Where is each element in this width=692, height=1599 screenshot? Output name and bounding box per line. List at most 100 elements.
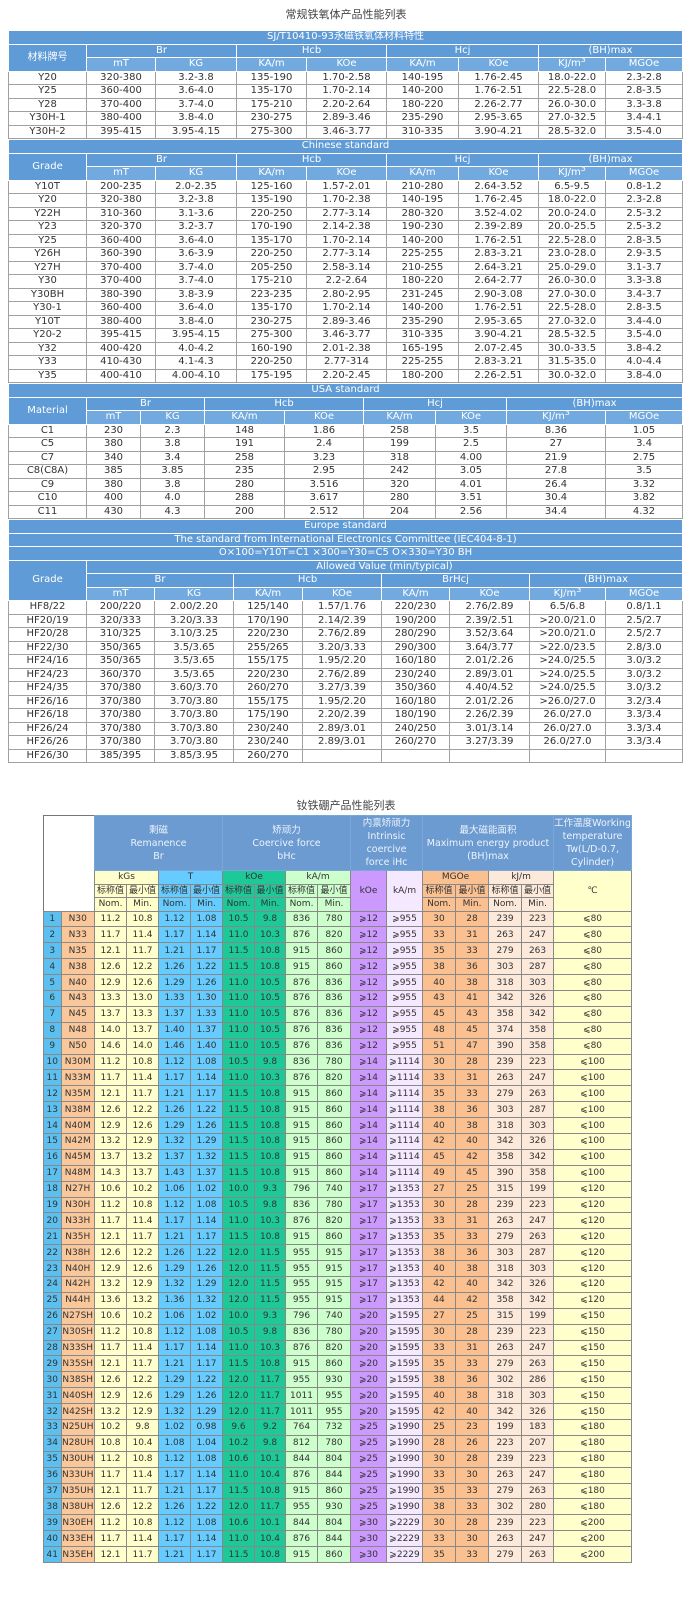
bhc-kam-nom-cell: 812 <box>285 1434 318 1452</box>
value-cell: 1.95/2.20 <box>302 694 382 709</box>
value-cell: 400 <box>86 491 141 506</box>
br-kgs-nom-cell: 11.2 <box>94 1323 127 1341</box>
value-cell: 205-250 <box>236 260 307 275</box>
ferrite-page-title: 常规铁氧体产品性能列表 <box>285 8 407 21</box>
value-cell: 3.20/3.33 <box>154 613 234 628</box>
header-working-temperature: 工作温度Working temperature Tw(L/D-0.7, Cylinde… <box>553 815 633 871</box>
bhmax-mgoe-nom-cell: 27 <box>422 1307 457 1325</box>
br-kgs-min-cell: 10.8 <box>126 910 159 928</box>
bhmax-kjm-nom-cell: 279 <box>488 942 523 960</box>
bhc-kam-min-cell: 860 <box>316 1546 352 1564</box>
value-cell: 360-400 <box>86 301 156 316</box>
br-t-nom-cell: 1.12 <box>158 910 191 928</box>
br-t-min-cell: 1.17 <box>190 942 223 960</box>
table-row: Y27H 370-400 3.7-4.0 205-250 2.58-3.14 210-25… <box>8 260 684 275</box>
br-t-min-cell: 1.14 <box>190 926 223 944</box>
value-cell: 2.14/2.39 <box>302 613 382 628</box>
bhmax-kjm-nom-cell: 239 <box>488 1053 523 1071</box>
europe-standard-table: Europe standard The standard from Intern… <box>7 519 684 763</box>
bhc-koe-nom-cell: 10.5 <box>222 910 255 928</box>
chinese-standard-table: Chinese standard Grade Br Hcb Hcj (BH)ma… <box>7 139 684 383</box>
bhmax-kjm-nom-cell: 318 <box>488 1260 523 1277</box>
bhmax-mgoe-min-cell: 28 <box>455 1514 490 1532</box>
working-temp-cell: ⩽80 <box>553 942 633 960</box>
br-kgs-min-cell: 10.8 <box>126 1323 159 1341</box>
value-cell: 430 <box>86 504 141 519</box>
table-row: C7 340 3.4 258 3.23 318 4.00 21.9 2.75 <box>8 450 684 465</box>
ihc-kam-cell: ⩾2229 <box>386 1514 424 1532</box>
grade-cell: N33H <box>60 1212 95 1230</box>
bhc-kam-nom-cell: 915 <box>285 1132 318 1150</box>
bhmax-kjm-nom-cell: 223 <box>488 1434 523 1452</box>
table-row: Y33 410-430 4.1-4.3 220-250 2.77-314 225-255 2… <box>8 355 684 370</box>
bhc-kam-min-cell: 836 <box>316 974 352 991</box>
ihc-kam-cell: ⩾1114 <box>386 1101 424 1119</box>
value-cell: 1.76-2.45 <box>458 70 539 85</box>
br-t-min-cell: 1.08 <box>190 1323 223 1341</box>
grade-cell: N25UH <box>60 1419 95 1436</box>
value-cell: 18.0-22.0 <box>538 193 606 208</box>
br-kgs-nom-cell: 12.9 <box>94 974 127 991</box>
bhmax-kjm-nom-cell: 263 <box>488 1339 523 1357</box>
bhc-kam-min-cell: 915 <box>316 1291 352 1309</box>
ihc-koe-cell: ⩾17 <box>350 1275 388 1293</box>
bhc-koe-min-cell: 9.2 <box>254 1419 286 1436</box>
bhmax-kjm-min-cell: 342 <box>521 1005 555 1023</box>
value-cell: 2.76/2.89 <box>302 627 382 642</box>
unit-header-koe: KOe <box>284 410 364 425</box>
br-t-min-cell: 1.17 <box>190 1546 223 1564</box>
group-header-hcj: Hcj <box>386 43 539 58</box>
table-row: HF26/16 370/380 3.70/3.80 155/175 1.95/2.20 1… <box>8 694 684 709</box>
header-intrinsic-coercive-force: 内禀矫顽力 Intrinsic coercive force iHc <box>350 815 424 871</box>
table-row: 27 N30SH 11.2 10.8 1.12 1.08 10.5 9.8 836 780 ⩾20 ⩾… <box>43 1323 633 1341</box>
row-number-cell: 11 <box>43 1069 62 1087</box>
ihc-koe-cell: ⩾12 <box>350 910 388 928</box>
ihc-koe-cell: ⩾14 <box>350 1053 388 1071</box>
grade-cell: Y30-1 <box>8 301 87 316</box>
bhmax-mgoe-nom-cell: 27 <box>422 1180 457 1198</box>
value-cell: 25.0-29.0 <box>538 260 606 275</box>
bhc-koe-nom-cell: 11.0 <box>222 1339 255 1357</box>
bhmax-mgoe-nom-cell: 30 <box>422 1196 457 1214</box>
row-number-cell: 39 <box>43 1514 62 1532</box>
bhmax-mgoe-min-cell: 33 <box>455 1355 490 1373</box>
br-t-nom-cell: 1.12 <box>158 1323 191 1341</box>
value-cell: 310/325 <box>86 627 155 642</box>
value-cell: 3.7-4.0 <box>155 260 237 275</box>
br-t-nom-cell: 1.17 <box>158 1212 191 1230</box>
value-cell: 3.8-3.9 <box>155 287 237 302</box>
ihc-kam-cell: ⩾955 <box>386 958 424 976</box>
bhc-kam-min-cell: 836 <box>316 989 352 1007</box>
group-header-hcj: Hcj <box>363 396 507 411</box>
bhmax-mgoe-nom-cell: 35 <box>422 942 457 960</box>
value-cell: 6.5-9.5 <box>538 179 606 194</box>
value-cell: 3.70/3.80 <box>154 694 234 709</box>
bhc-kam-nom-cell: 876 <box>285 1466 318 1484</box>
bhmax-mgoe-min-cell: 30 <box>455 1530 490 1548</box>
grade-cell: N30H <box>60 1196 95 1214</box>
grade-cell: N33SH <box>60 1339 95 1357</box>
unit-header-kjm: KJ/m3 <box>538 57 606 72</box>
value-cell: 0.8-1.2 <box>604 179 684 194</box>
table-row: 37 N35UH 12.1 11.7 1.21 1.17 11.5 10.8 915 860 ⩾25… <box>43 1482 633 1500</box>
bhmax-mgoe-min-cell: 40 <box>455 1275 490 1293</box>
bhc-koe-min-cell: 11.7 <box>254 1371 286 1389</box>
value-cell: 230-275 <box>236 314 307 329</box>
bhmax-mgoe-min-cell: 31 <box>455 1069 490 1087</box>
value-cell: 3.1-3.7 <box>604 260 684 275</box>
bhc-kam-min-cell: 804 <box>316 1450 352 1468</box>
value-cell: 155/175 <box>233 694 303 709</box>
ihc-koe-cell: ⩾20 <box>350 1307 388 1325</box>
ihc-kam-cell: ⩾1114 <box>386 1117 424 1134</box>
value-cell: 140-200 <box>386 84 459 99</box>
bhc-kam-nom-cell: 844 <box>285 1514 318 1532</box>
value-cell: 380-400 <box>86 314 156 329</box>
br-kgs-nom-cell: 13.2 <box>94 1275 127 1293</box>
bhmax-kjm-nom-cell: 342 <box>488 1132 523 1150</box>
br-t-min-cell: 1.08 <box>190 910 223 928</box>
value-cell: 2.64-2.77 <box>458 274 539 289</box>
table-row: HF24/16 350/365 3.5/3.65 155/175 1.95/2.20 16… <box>8 654 684 669</box>
nominal-label-cn: 标称值 <box>422 883 457 898</box>
value-cell: 230-275 <box>236 111 307 126</box>
ihc-koe-cell: ⩾12 <box>350 1005 388 1023</box>
